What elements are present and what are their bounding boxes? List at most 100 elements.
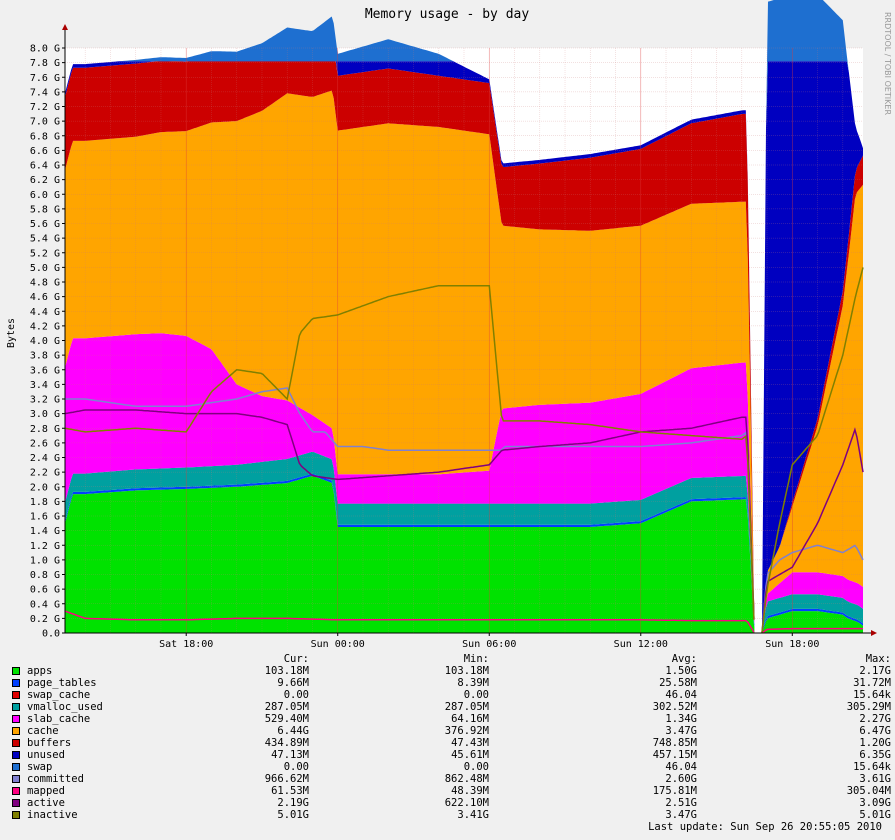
- y-tick-label: 1.0 G: [30, 555, 60, 566]
- legend-header-max: Max:: [865, 653, 891, 665]
- y-tick-label: 0.6 G: [30, 585, 60, 596]
- legend-cur: 287.05M: [264, 701, 309, 713]
- y-tick-label: 3.0 G: [30, 409, 60, 420]
- legend-max: 6.35G: [859, 749, 891, 761]
- y-tick-label: 1.8 G: [30, 497, 60, 508]
- area-cache: [65, 90, 863, 631]
- y-tick-label: 2.2 G: [30, 468, 60, 479]
- y-tick-label: 6.6 G: [30, 146, 60, 157]
- legend-avg: 1.34G: [665, 713, 697, 725]
- legend-min: 622.10M: [444, 797, 489, 809]
- legend-row-slab-cache: slab_cache 529.40M 64.16M 1.34G 2.27G: [12, 713, 891, 725]
- legend-max: 15.64k: [853, 761, 891, 773]
- legend-name: swap: [27, 761, 53, 773]
- legend-avg: 175.81M: [652, 785, 697, 797]
- y-tick-label: 2.6 G: [30, 438, 60, 449]
- legend-cur: 966.62M: [264, 773, 309, 785]
- y-tick-label: 5.6 G: [30, 219, 60, 230]
- y-tick-label: 1.4 G: [30, 526, 60, 537]
- legend-row-buffers: buffers 434.89M 47.43M 748.85M 1.20G: [12, 737, 891, 749]
- legend-max: 2.17G: [859, 665, 891, 677]
- area-buffers: [65, 61, 863, 631]
- legend-header-min: Min:: [463, 653, 489, 665]
- legend-avg: 302.52M: [652, 701, 697, 713]
- x-tick-label: Sun 06:00: [462, 639, 516, 650]
- x-tick-label: Sun 12:00: [614, 639, 668, 650]
- legend-row-swap-cache: swap_cache 0.00 0.00 46.04 15.64k: [12, 689, 891, 701]
- legend-min: 0.00: [463, 761, 489, 773]
- legend-row-unused: unused 47.13M 45.61M 457.15M 6.35G: [12, 749, 891, 761]
- legend-max: 305.29M: [846, 701, 891, 713]
- watermark: RRDTOOL / TOBI OETIKER: [883, 12, 892, 115]
- legend-header: Cur: Min: Avg: Max:: [12, 653, 891, 665]
- y-tick-label: 4.4 G: [30, 307, 60, 318]
- legend-avg: 3.47G: [665, 809, 697, 821]
- legend-min: 45.61M: [451, 749, 489, 761]
- legend-avg: 748.85M: [652, 737, 697, 749]
- y-tick-label: 4.0 G: [30, 336, 60, 347]
- legend-cur: 2.19G: [277, 797, 309, 809]
- y-tick-label: 6.2 G: [30, 175, 60, 186]
- y-tick-label: 5.4 G: [30, 234, 60, 245]
- y-tick-label: 2.8 G: [30, 424, 60, 435]
- legend-swatch: [12, 763, 20, 771]
- legend-avg: 46.04: [665, 689, 697, 701]
- legend-header-avg: Avg:: [671, 653, 697, 665]
- legend-cur: 47.13M: [271, 749, 309, 761]
- legend-swatch: [12, 787, 20, 795]
- y-tick-label: 1.6 G: [30, 512, 60, 523]
- legend-min: 376.92M: [444, 725, 489, 737]
- legend-swatch: [12, 691, 20, 699]
- legend-swatch: [12, 703, 20, 711]
- legend-cur: 0.00: [283, 689, 309, 701]
- y-tick-label: 3.8 G: [30, 351, 60, 362]
- y-tick-label: 7.2 G: [30, 102, 60, 113]
- legend-swatch: [12, 799, 20, 807]
- y-tick-label: 6.8 G: [30, 131, 60, 142]
- legend-row-active: active 2.19G 622.10M 2.51G 3.09G: [12, 797, 891, 809]
- legend-name: slab_cache: [27, 713, 91, 725]
- legend-row-page-tables: page_tables 9.66M 8.39M 25.58M 31.72M: [12, 677, 891, 689]
- y-axis-label: Bytes: [6, 318, 17, 348]
- legend-max: 3.09G: [859, 797, 891, 809]
- legend-min: 48.39M: [451, 785, 489, 797]
- data-gap: [754, 48, 762, 633]
- legend-cur: 61.53M: [271, 785, 309, 797]
- x-tick-label: Sun 00:00: [311, 639, 365, 650]
- legend-min: 103.18M: [444, 665, 489, 677]
- legend-max: 1.20G: [859, 737, 891, 749]
- legend-header-cur: Cur:: [283, 653, 309, 665]
- legend-name: buffers: [27, 737, 72, 749]
- y-tick-label: 7.0 G: [30, 117, 60, 128]
- legend-max: 3.61G: [859, 773, 891, 785]
- legend-row-inactive: inactive 5.01G 3.41G 3.47G 5.01G: [12, 809, 891, 821]
- legend-max: 15.64k: [853, 689, 891, 701]
- legend-min: 64.16M: [451, 713, 489, 725]
- legend-swatch: [12, 811, 20, 819]
- y-tick-label: 5.0 G: [30, 263, 60, 274]
- legend-min: 0.00: [463, 689, 489, 701]
- legend-row-mapped: mapped 61.53M 48.39M 175.81M 305.04M: [12, 785, 891, 797]
- line-mapped: [64, 610, 863, 634]
- legend-min: 8.39M: [457, 677, 489, 689]
- legend-row-vmalloc-used: vmalloc_used 287.05M 287.05M 302.52M 305.29M: [12, 701, 891, 713]
- y-tick-label: 8.0 G: [30, 44, 60, 55]
- y-tick-label: 7.4 G: [30, 87, 60, 98]
- last-update: Last update: Sun Sep 26 20:55:05 2010: [648, 821, 882, 833]
- legend-name: page_tables: [27, 677, 97, 689]
- legend-name: vmalloc_used: [27, 701, 103, 713]
- legend-cur: 6.44G: [277, 725, 309, 737]
- legend-avg: 457.15M: [652, 749, 697, 761]
- y-tick-label: 3.6 G: [30, 365, 60, 376]
- legend-avg: 46.04: [665, 761, 697, 773]
- y-tick-label: 4.2 G: [30, 321, 60, 332]
- legend-min: 287.05M: [444, 701, 489, 713]
- legend-avg: 3.47G: [665, 725, 697, 737]
- legend-max: 31.72M: [853, 677, 891, 689]
- area-page-tables: [65, 473, 863, 633]
- gridlines: [65, 47, 863, 634]
- x-axis-arrow: [871, 630, 877, 636]
- legend-max: 305.04M: [846, 785, 891, 797]
